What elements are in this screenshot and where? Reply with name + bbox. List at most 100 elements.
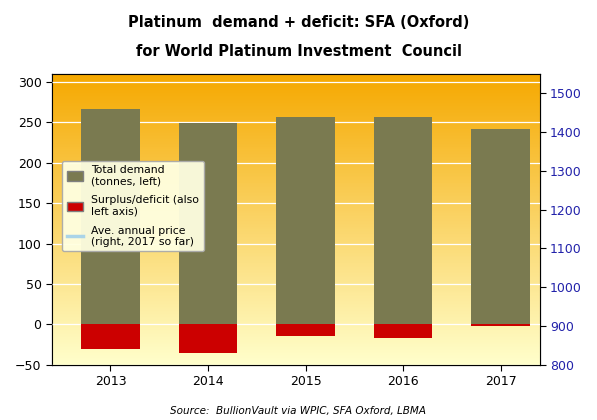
Bar	[52, 112, 540, 113]
Bar	[52, 347, 540, 349]
Bar	[52, 75, 540, 77]
Bar	[52, 138, 540, 139]
Bar	[52, 178, 540, 180]
Bar	[52, 165, 540, 167]
Bar	[52, 207, 540, 209]
Bar	[179, 324, 237, 353]
Bar	[52, 318, 540, 320]
Bar	[52, 96, 540, 97]
Bar	[52, 302, 540, 304]
Bar	[52, 136, 540, 138]
Bar	[52, 199, 540, 200]
Bar	[52, 339, 540, 340]
Bar	[52, 122, 540, 123]
Bar	[179, 123, 237, 324]
Bar	[52, 192, 540, 193]
Bar	[52, 243, 540, 244]
Bar	[52, 135, 540, 136]
Bar	[52, 232, 540, 234]
Bar	[52, 84, 540, 85]
Bar	[52, 291, 540, 292]
Bar	[52, 337, 540, 339]
Bar	[52, 359, 540, 360]
Bar	[52, 194, 540, 196]
Bar	[52, 312, 540, 314]
Bar	[52, 275, 540, 276]
Bar	[52, 282, 540, 284]
Bar	[52, 328, 540, 330]
Bar	[52, 244, 540, 245]
Legend: Total demand
(tonnes, left), Surplus/deficit (also
left axis), Ave. annual price: Total demand (tonnes, left), Surplus/def…	[62, 161, 204, 252]
Bar	[52, 289, 540, 291]
Bar	[52, 362, 540, 363]
Bar	[52, 248, 540, 250]
Bar	[52, 266, 540, 267]
Bar	[52, 161, 540, 163]
Bar	[52, 118, 540, 119]
Bar	[52, 176, 540, 177]
Bar	[52, 344, 540, 346]
Bar	[52, 90, 540, 91]
Bar	[52, 295, 540, 297]
Bar	[52, 158, 540, 160]
Bar	[52, 324, 540, 326]
Bar	[52, 247, 540, 248]
Bar	[52, 171, 540, 173]
Bar	[52, 305, 540, 307]
Bar	[52, 270, 540, 272]
Bar	[52, 106, 540, 107]
Bar	[52, 276, 540, 278]
Bar	[52, 77, 540, 78]
Bar	[52, 234, 540, 235]
Bar	[52, 200, 540, 202]
Bar	[52, 241, 540, 243]
Bar	[52, 259, 540, 260]
Bar	[52, 320, 540, 321]
Bar	[52, 210, 540, 212]
Bar	[52, 263, 540, 265]
Bar	[52, 126, 540, 128]
Bar	[52, 267, 540, 269]
Bar	[52, 288, 540, 289]
Bar	[52, 281, 540, 282]
Bar	[52, 206, 540, 207]
Bar	[52, 115, 540, 116]
Bar	[81, 108, 140, 324]
Bar	[52, 333, 540, 334]
Bar	[52, 321, 540, 323]
Bar	[52, 256, 540, 257]
Bar	[52, 81, 540, 82]
Text: for World Platinum Investment  Council: for World Platinum Investment Council	[136, 44, 461, 59]
Bar	[52, 278, 540, 279]
Bar	[52, 196, 540, 197]
Bar	[52, 139, 540, 141]
Bar	[52, 187, 540, 189]
Bar	[52, 298, 540, 299]
Bar	[52, 311, 540, 312]
Bar	[52, 116, 540, 118]
Bar	[52, 221, 540, 222]
Bar	[52, 128, 540, 129]
Bar	[52, 269, 540, 270]
Bar	[52, 224, 540, 225]
Bar	[52, 183, 540, 184]
Bar	[52, 327, 540, 328]
Bar	[52, 80, 540, 81]
Bar	[52, 343, 540, 344]
Bar	[52, 193, 540, 194]
Bar	[52, 330, 540, 331]
Bar	[52, 147, 540, 148]
Bar	[52, 354, 540, 356]
Bar	[52, 336, 540, 337]
Bar	[52, 142, 540, 144]
Bar	[52, 286, 540, 288]
Bar	[52, 292, 540, 294]
Bar	[52, 174, 540, 176]
Bar	[52, 240, 540, 241]
Bar	[52, 225, 540, 226]
Bar	[52, 164, 540, 165]
Bar	[52, 353, 540, 354]
Bar	[52, 155, 540, 157]
Bar	[52, 346, 540, 347]
Bar	[52, 294, 540, 295]
